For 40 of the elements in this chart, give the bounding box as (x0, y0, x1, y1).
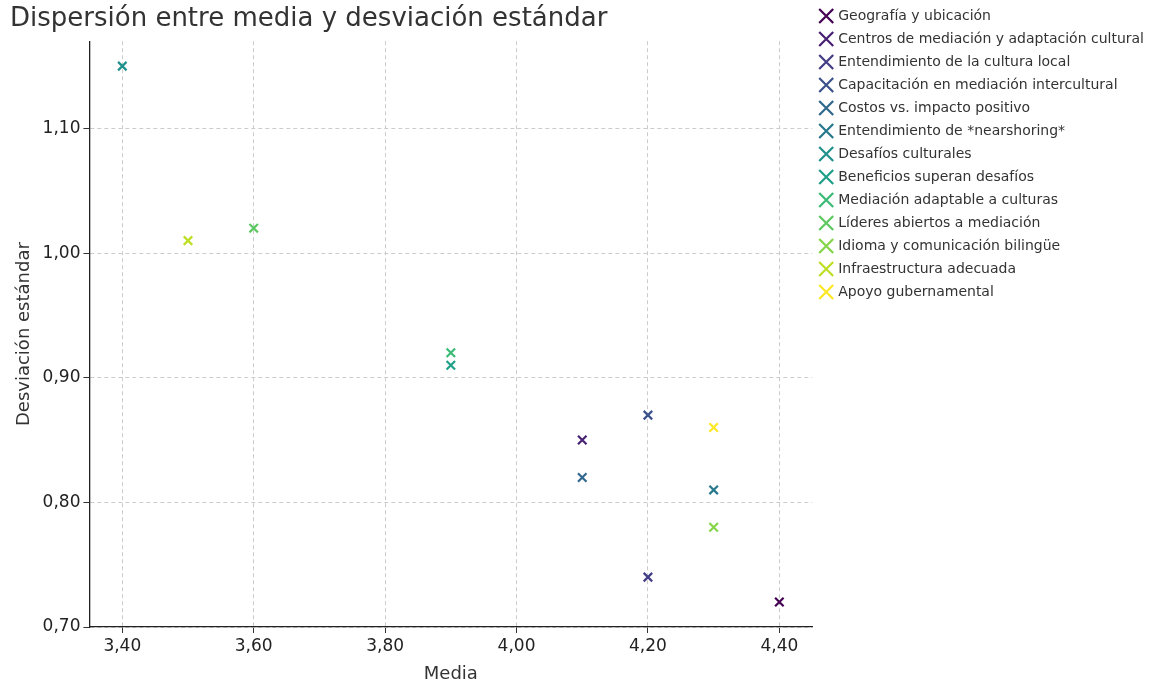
legend-label: Costos vs. impacto positivo (838, 98, 1031, 115)
point (708, 422, 719, 433)
x-tick-label: 3,40 (103, 634, 142, 655)
legend-label: Idioma y comunicación bilingüe (838, 236, 1061, 253)
x-tick-label: 3,80 (366, 634, 405, 655)
x-tick-label: 4,00 (497, 634, 536, 655)
point (248, 222, 260, 234)
point (708, 484, 719, 496)
legend-label: Apoyo gubernamental (838, 282, 994, 299)
point (182, 235, 194, 246)
point (445, 347, 457, 359)
point (642, 571, 654, 583)
point (445, 359, 457, 371)
legend-label: Geografía y ubicación (838, 6, 991, 23)
point (642, 409, 654, 421)
legend-label: Infraestructura adecuada (838, 259, 1017, 276)
legend-label: Desafíos culturales (838, 144, 972, 161)
legend-label: Líderes abiertos a mediación (838, 213, 1041, 230)
y-tick-label: 0,90 (42, 366, 81, 387)
y-tick-label: 0,80 (42, 490, 81, 511)
legend-label: Centros de mediación y adaptación cultural (838, 29, 1145, 46)
y-tick-label: 1,10 (42, 116, 81, 137)
legend-label: Entendimiento de *nearshoring* (838, 121, 1066, 138)
chart-title: Dispersión entre media y desviación estándar (10, 2, 608, 33)
x-axis-title: Media (423, 661, 478, 683)
legend-label: Beneficios superan desafíos (838, 167, 1034, 184)
legend-label: Entendimiento de la cultura local (838, 52, 1071, 69)
point (708, 521, 719, 533)
x-tick-label: 4,40 (760, 634, 799, 655)
point (576, 472, 588, 483)
y-tick-label: 1,00 (42, 241, 81, 262)
point (116, 60, 128, 72)
point (576, 434, 588, 446)
y-tick-label: 0,70 (42, 615, 81, 636)
legend-label: Capacitación en mediación intercultural (838, 75, 1118, 92)
legend-label: Mediación adaptable a culturas (838, 190, 1059, 207)
y-axis-title: Desviación estándar (12, 241, 34, 427)
x-tick-label: 4,20 (629, 634, 667, 655)
point (774, 596, 785, 608)
x-tick-label: 3,60 (234, 634, 273, 655)
